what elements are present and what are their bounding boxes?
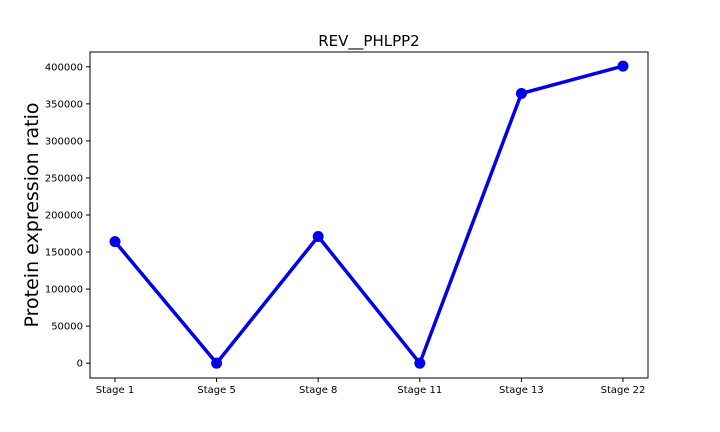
y-tick-label: 150000 bbox=[45, 248, 83, 259]
y-tick-label: 0 bbox=[77, 359, 83, 370]
x-tick-label: Stage 13 bbox=[499, 385, 544, 396]
series-layer bbox=[109, 60, 629, 369]
y-tick-label: 300000 bbox=[45, 136, 83, 147]
series-line bbox=[113, 64, 624, 365]
data-point bbox=[312, 230, 324, 242]
y-tick-label: 250000 bbox=[45, 173, 83, 184]
data-point bbox=[617, 60, 629, 72]
y-tick-label: 50000 bbox=[51, 322, 83, 333]
y-axis-label: Protein expression ratio bbox=[21, 103, 43, 328]
x-axis-ticks: Stage 1 Stage 5 Stage 8 Stage 11 Stage 13 Sta… bbox=[96, 378, 646, 396]
data-point bbox=[515, 87, 527, 99]
plot-frame bbox=[89, 51, 649, 379]
y-tick-label: 400000 bbox=[45, 62, 83, 73]
x-tick-label: Stage 11 bbox=[397, 385, 442, 396]
x-tick-label: Stage 8 bbox=[299, 385, 337, 396]
y-tick-label: 200000 bbox=[45, 211, 83, 222]
y-tick-label: 350000 bbox=[45, 99, 83, 110]
data-point bbox=[109, 236, 121, 248]
chart-title: REV__PHLPP2 bbox=[318, 32, 419, 51]
y-axis-ticks: 0 50000 100000 150000 200000 250000 300000 3500… bbox=[45, 62, 90, 370]
y-tick-label: 100000 bbox=[45, 285, 83, 296]
x-tick-label: Stage 5 bbox=[197, 385, 235, 396]
x-tick-label: Stage 22 bbox=[601, 385, 646, 396]
data-point bbox=[414, 357, 426, 369]
x-tick-label: Stage 1 bbox=[96, 385, 134, 396]
data-point bbox=[211, 357, 223, 369]
